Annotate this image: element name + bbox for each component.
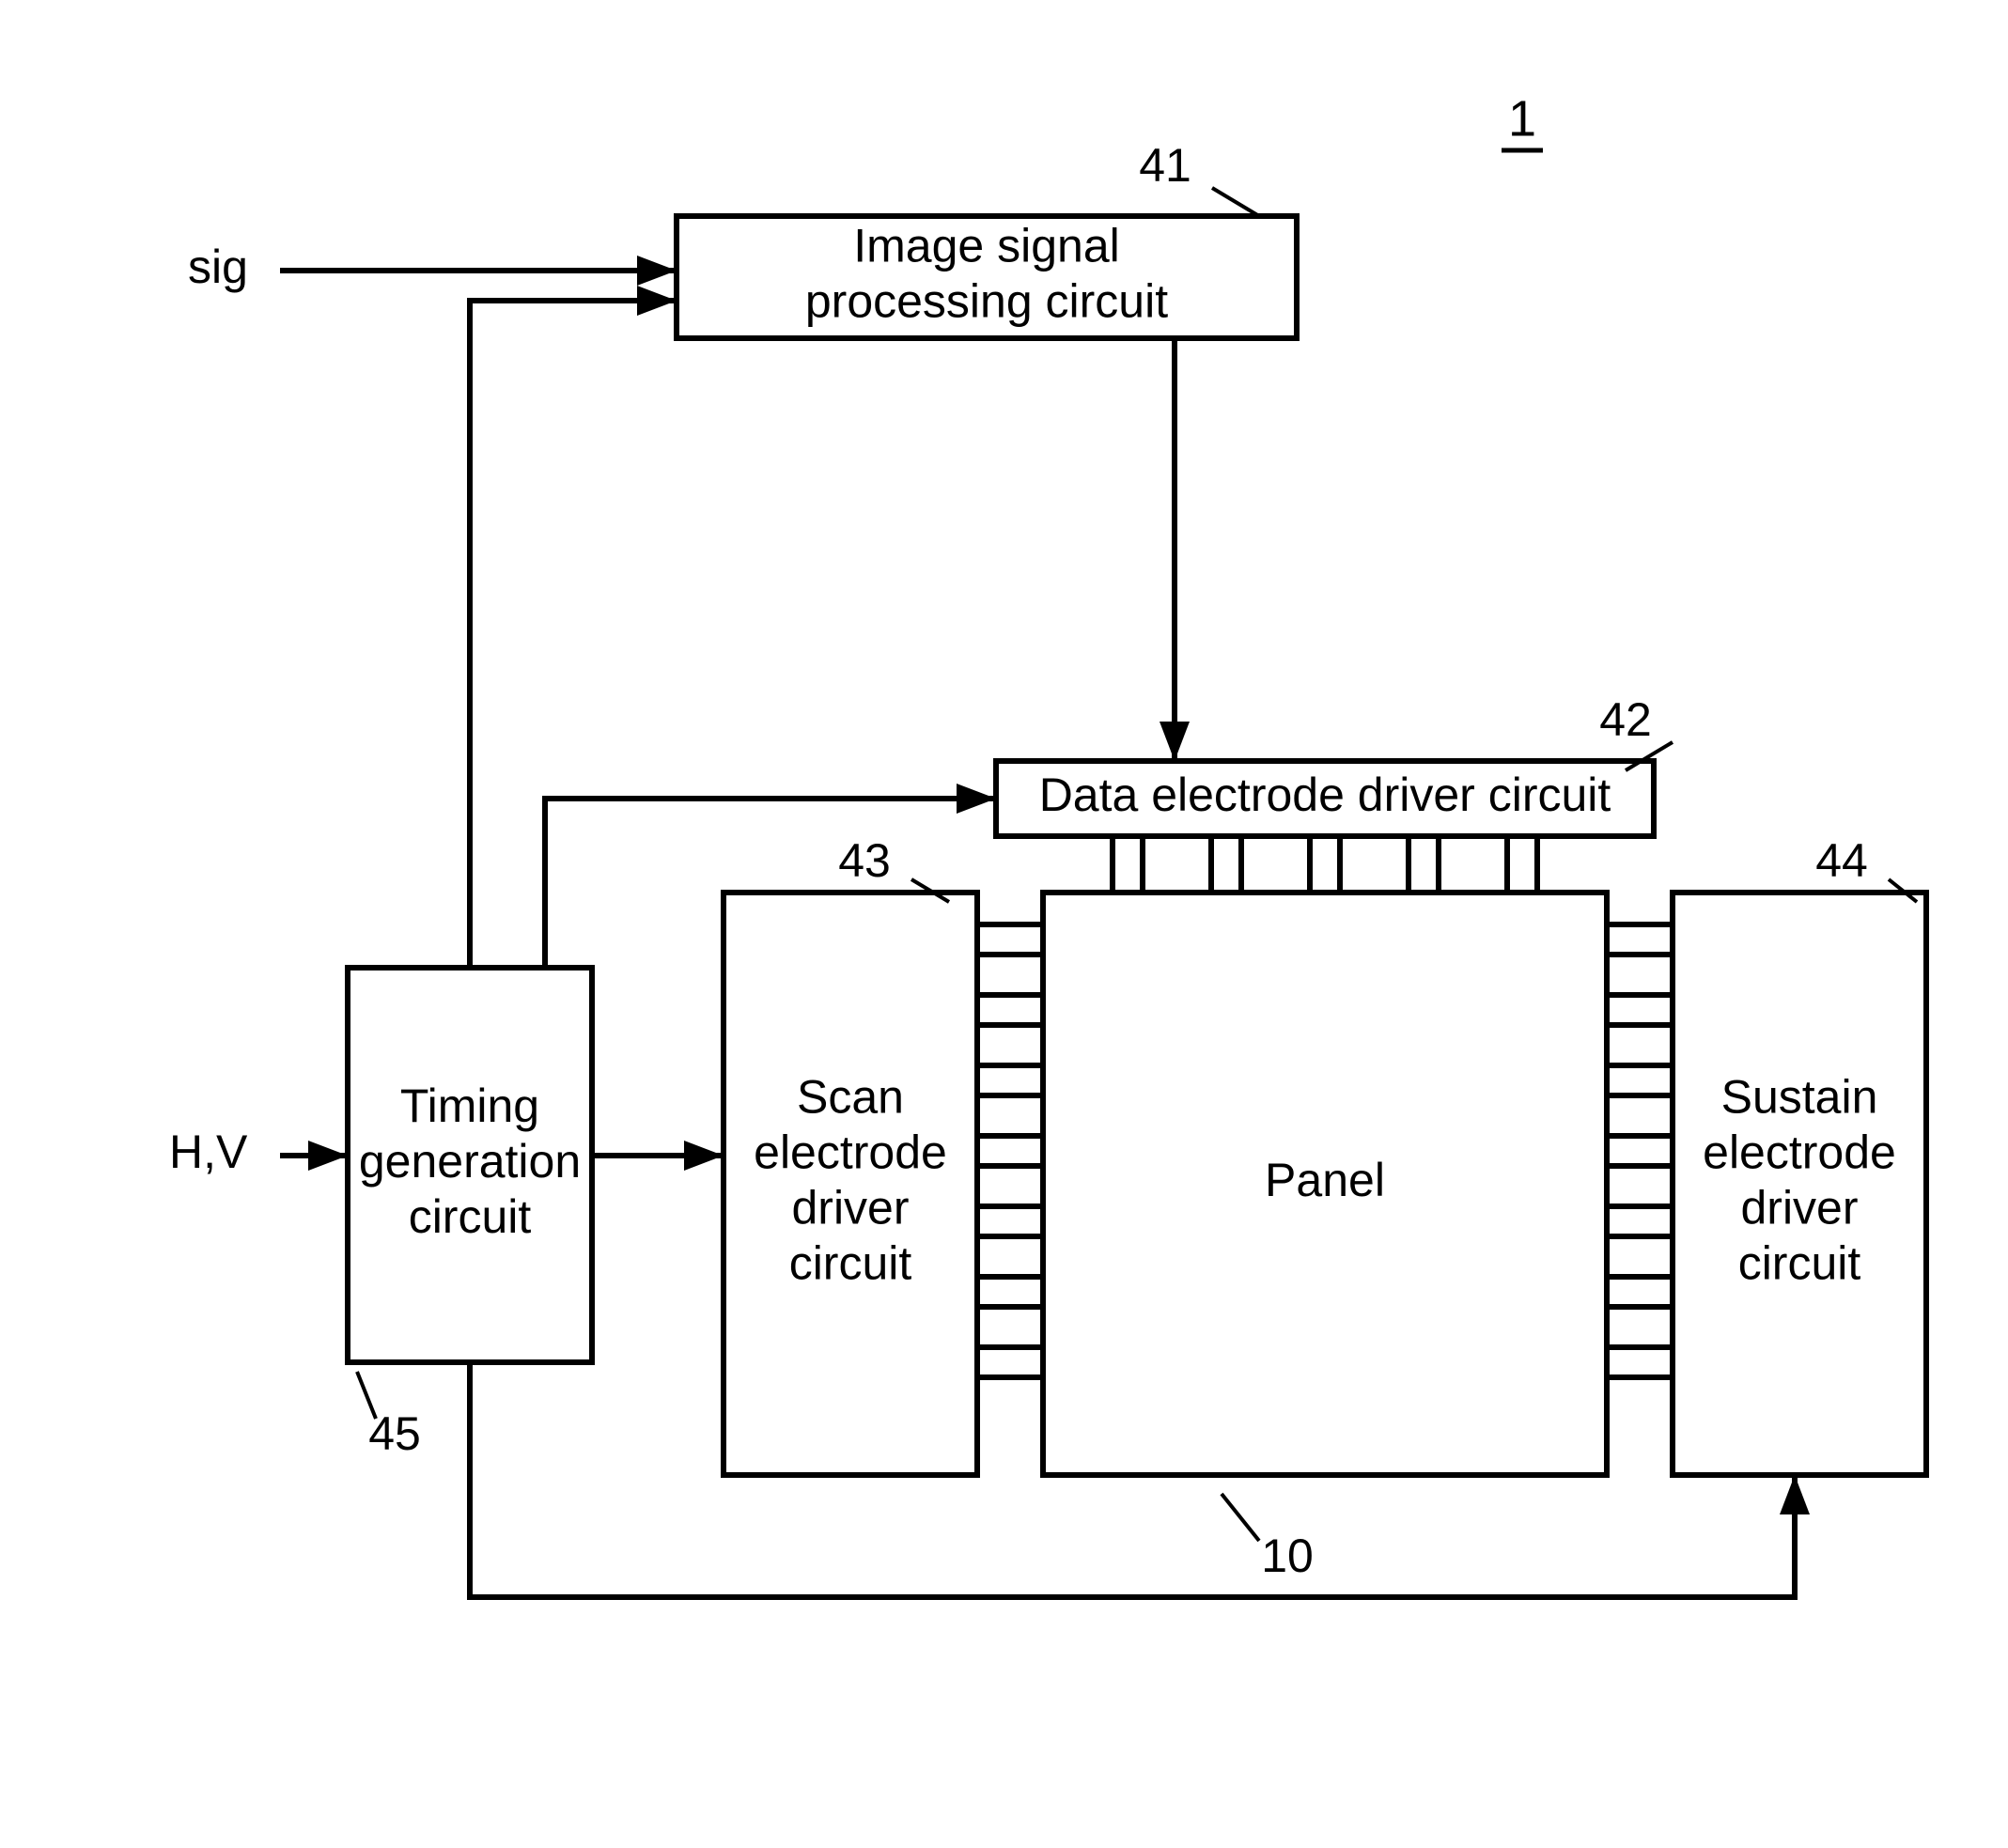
timing-to-isp-wire bbox=[470, 301, 677, 968]
scan_drv-label-2: driver bbox=[791, 1182, 909, 1235]
scan_drv-label-3: circuit bbox=[789, 1237, 912, 1290]
panel-label-0: Panel bbox=[1265, 1154, 1385, 1206]
sustain_drv-label-2: driver bbox=[1740, 1182, 1858, 1235]
input-hv-label: H,V bbox=[169, 1126, 248, 1178]
sustain_drv-label-3: circuit bbox=[1738, 1237, 1861, 1290]
isp-label-0: Image signal bbox=[853, 220, 1120, 272]
timing-label-0: Timing bbox=[400, 1079, 539, 1132]
timing-label-2: circuit bbox=[409, 1190, 532, 1243]
timing-label-1: generation bbox=[359, 1135, 581, 1188]
sustain_drv-label-1: electrode bbox=[1703, 1126, 1896, 1179]
sustain_drv-id-label: 44 bbox=[1815, 834, 1868, 887]
isp-label-1: processing circuit bbox=[805, 275, 1168, 328]
data_drv-id-tick bbox=[1626, 742, 1673, 770]
timing-id-tick bbox=[357, 1372, 376, 1419]
data_drv-id-label: 42 bbox=[1599, 693, 1652, 746]
panel-id-label: 10 bbox=[1261, 1530, 1314, 1582]
scan_drv-label-0: Scan bbox=[797, 1071, 904, 1124]
input-sig-label: sig bbox=[188, 241, 248, 293]
isp-id-label: 41 bbox=[1139, 139, 1191, 192]
isp-id-tick bbox=[1212, 188, 1259, 216]
timing-to-data-wire bbox=[545, 799, 996, 968]
data_drv-label-0: Data electrode driver circuit bbox=[1039, 769, 1611, 821]
figure-number: 1 bbox=[1508, 90, 1536, 147]
scan_drv-label-1: electrode bbox=[754, 1126, 947, 1179]
scan_drv-id-label: 43 bbox=[838, 834, 891, 887]
panel-id-tick bbox=[1222, 1494, 1259, 1541]
timing-to-sustain-wire bbox=[470, 1362, 1795, 1597]
sustain_drv-label-0: Sustain bbox=[1721, 1071, 1878, 1124]
